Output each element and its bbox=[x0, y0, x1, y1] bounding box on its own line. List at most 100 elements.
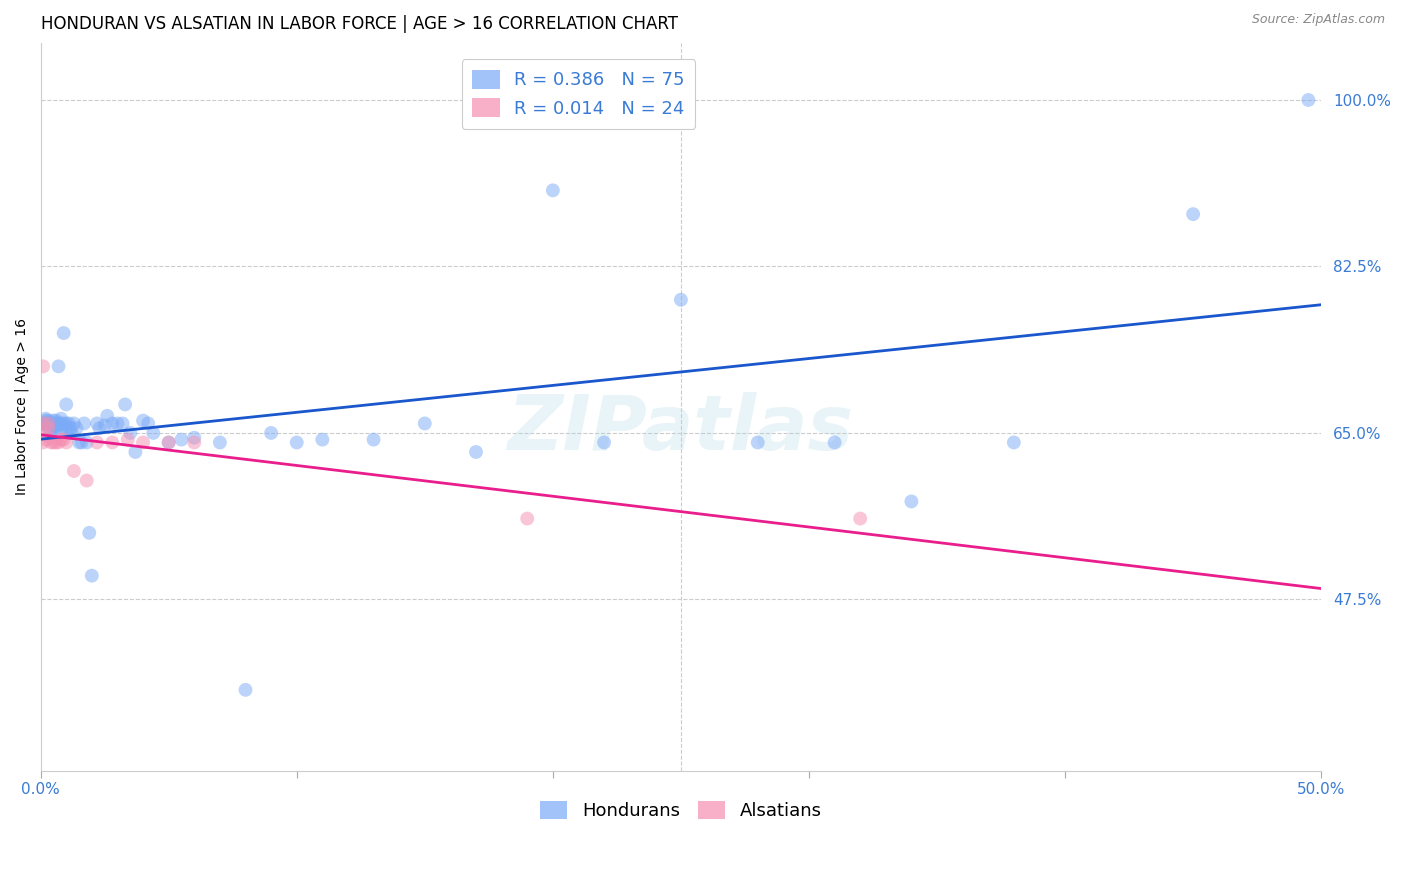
Point bbox=[49, 411, 72, 425]
Point bbox=[93, 418, 115, 433]
Point bbox=[107, 417, 129, 431]
Point bbox=[32, 435, 55, 450]
Point bbox=[89, 421, 111, 435]
Point bbox=[42, 421, 65, 435]
Point bbox=[86, 435, 108, 450]
Point bbox=[49, 417, 72, 431]
Point bbox=[42, 417, 65, 431]
Point bbox=[824, 435, 846, 450]
Point bbox=[114, 397, 136, 411]
Point bbox=[117, 433, 139, 447]
Point bbox=[849, 511, 872, 525]
Point bbox=[48, 418, 70, 433]
Point bbox=[39, 417, 62, 431]
Point bbox=[747, 435, 769, 450]
Point bbox=[541, 183, 564, 197]
Point bbox=[60, 421, 83, 435]
Point bbox=[58, 417, 80, 431]
Point bbox=[77, 525, 100, 540]
Point bbox=[96, 409, 118, 423]
Point bbox=[76, 474, 98, 488]
Point bbox=[37, 417, 59, 431]
Point bbox=[73, 417, 96, 431]
Point bbox=[311, 433, 333, 447]
Point bbox=[260, 425, 283, 440]
Point bbox=[42, 418, 65, 433]
Point bbox=[124, 445, 146, 459]
Point bbox=[58, 421, 80, 435]
Text: HONDURAN VS ALSATIAN IN LABOR FORCE | AGE > 16 CORRELATION CHART: HONDURAN VS ALSATIAN IN LABOR FORCE | AG… bbox=[41, 15, 678, 33]
Point bbox=[86, 417, 108, 431]
Point bbox=[60, 425, 83, 440]
Point bbox=[55, 397, 77, 411]
Point bbox=[208, 435, 231, 450]
Legend: Hondurans, Alsatians: Hondurans, Alsatians bbox=[533, 793, 828, 827]
Point bbox=[63, 417, 86, 431]
Point bbox=[35, 433, 58, 447]
Point bbox=[413, 417, 436, 431]
Point bbox=[101, 417, 124, 431]
Point bbox=[67, 435, 90, 450]
Y-axis label: In Labor Force | Age > 16: In Labor Force | Age > 16 bbox=[15, 318, 30, 495]
Point bbox=[37, 414, 59, 428]
Point bbox=[65, 421, 87, 435]
Point bbox=[39, 417, 62, 431]
Point bbox=[1002, 435, 1025, 450]
Text: Source: ZipAtlas.com: Source: ZipAtlas.com bbox=[1251, 13, 1385, 27]
Point bbox=[37, 421, 59, 435]
Point bbox=[35, 417, 58, 431]
Point bbox=[132, 414, 155, 428]
Point bbox=[132, 435, 155, 450]
Point bbox=[183, 435, 205, 450]
Point bbox=[32, 417, 55, 431]
Point bbox=[111, 417, 134, 431]
Point bbox=[170, 433, 193, 447]
Point bbox=[45, 421, 67, 435]
Point bbox=[55, 417, 77, 431]
Point bbox=[48, 435, 70, 450]
Point bbox=[52, 417, 75, 431]
Point bbox=[48, 359, 70, 374]
Point bbox=[37, 421, 59, 435]
Point bbox=[37, 417, 59, 431]
Point bbox=[42, 414, 65, 428]
Point bbox=[593, 435, 616, 450]
Point bbox=[136, 417, 159, 431]
Point bbox=[52, 433, 75, 447]
Point bbox=[49, 433, 72, 447]
Point bbox=[70, 435, 93, 450]
Point bbox=[1298, 93, 1320, 107]
Point bbox=[235, 682, 257, 697]
Point bbox=[32, 417, 55, 431]
Point bbox=[45, 414, 67, 428]
Point bbox=[39, 435, 62, 450]
Point bbox=[52, 326, 75, 340]
Point bbox=[101, 435, 124, 450]
Point bbox=[32, 359, 55, 374]
Point bbox=[1182, 207, 1205, 221]
Point bbox=[48, 417, 70, 431]
Point bbox=[120, 425, 142, 440]
Point bbox=[45, 417, 67, 431]
Point bbox=[183, 431, 205, 445]
Point bbox=[76, 435, 98, 450]
Point bbox=[55, 435, 77, 450]
Point bbox=[42, 435, 65, 450]
Point bbox=[63, 464, 86, 478]
Point bbox=[465, 445, 488, 459]
Point bbox=[35, 411, 58, 425]
Point bbox=[142, 425, 165, 440]
Point bbox=[285, 435, 308, 450]
Point bbox=[900, 494, 922, 508]
Point bbox=[80, 568, 103, 582]
Point bbox=[39, 421, 62, 435]
Point bbox=[157, 435, 180, 450]
Point bbox=[55, 421, 77, 435]
Point bbox=[669, 293, 692, 307]
Point bbox=[35, 428, 58, 442]
Point bbox=[363, 433, 385, 447]
Point bbox=[35, 414, 58, 428]
Point bbox=[49, 425, 72, 440]
Point bbox=[157, 435, 180, 450]
Point bbox=[45, 435, 67, 450]
